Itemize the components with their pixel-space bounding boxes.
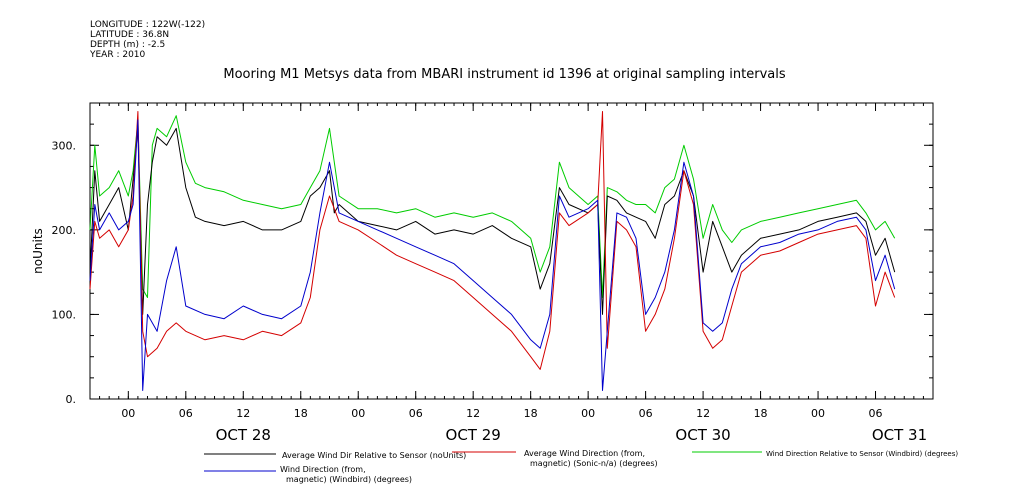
- longitude-text: LONGITUDE : 122W(-122): [90, 20, 206, 30]
- legend: Average Wind Dir Relative to Sensor (noU…: [204, 449, 958, 484]
- legend-label-2: Wind Direction Relative to Sensor (Windb…: [766, 450, 958, 458]
- x-tick-label: 00: [351, 407, 365, 420]
- x-date-label: OCT 30: [675, 426, 730, 444]
- x-tick-label: 12: [466, 407, 480, 420]
- x-date-label: OCT 29: [446, 426, 501, 444]
- series-line-0: [89, 127, 896, 315]
- x-tick-label: 00: [811, 407, 825, 420]
- chart-title: Mooring M1 Metsys data from MBARI instru…: [223, 67, 786, 82]
- series-line-1: [89, 111, 896, 370]
- x-tick-label: 12: [236, 407, 250, 420]
- y-tick-label: 300.: [52, 139, 77, 152]
- x-tick-label: 06: [179, 407, 193, 420]
- latitude-text: LATITUDE : 36.8N: [90, 30, 170, 40]
- legend-label-1: Average Wind Direction (from, magnetic) (…: [524, 449, 658, 468]
- series-line-3: [89, 119, 896, 391]
- x-tick-label: 18: [524, 407, 538, 420]
- x-tick-label: 06: [639, 407, 653, 420]
- series-line-2: [89, 115, 896, 298]
- x-date-label: OCT 28: [216, 426, 271, 444]
- metadata-block: LONGITUDE : 122W(-122) LATITUDE : 36.8N …: [90, 20, 205, 60]
- x-axis: 00 06 12 18 00 06 12 18 00 06 12 18 00 06 OCT 28 OCT 29…: [121, 103, 927, 444]
- minor-ticks: [89, 102, 934, 400]
- depth-text: DEPTH (m) : -2.5: [90, 40, 166, 50]
- y-axis-label: noUnits: [31, 228, 45, 274]
- y-tick-label: 0.: [66, 393, 77, 406]
- x-tick-label: 00: [121, 407, 135, 420]
- x-tick-label: 18: [294, 407, 308, 420]
- y-tick-label: 200.: [52, 224, 77, 237]
- series-layer: [89, 111, 896, 391]
- plot-frame: [89, 102, 934, 400]
- x-tick-label: 12: [696, 407, 710, 420]
- legend-label-3: Wind Direction (from, magnetic) (Windbird…: [280, 465, 412, 484]
- year-text: YEAR : 2010: [90, 50, 146, 60]
- x-tick-label: 18: [754, 407, 768, 420]
- legend-label-0: Average Wind Dir Relative to Sensor (noU…: [282, 451, 466, 460]
- y-tick-label: 100.: [52, 308, 77, 321]
- y-axis: 0. 100. 200. 300.: [52, 139, 933, 406]
- x-tick-label: 00: [581, 407, 595, 420]
- x-tick-label: 06: [869, 407, 883, 420]
- x-date-label: OCT 31: [872, 426, 927, 444]
- x-tick-label: 06: [409, 407, 423, 420]
